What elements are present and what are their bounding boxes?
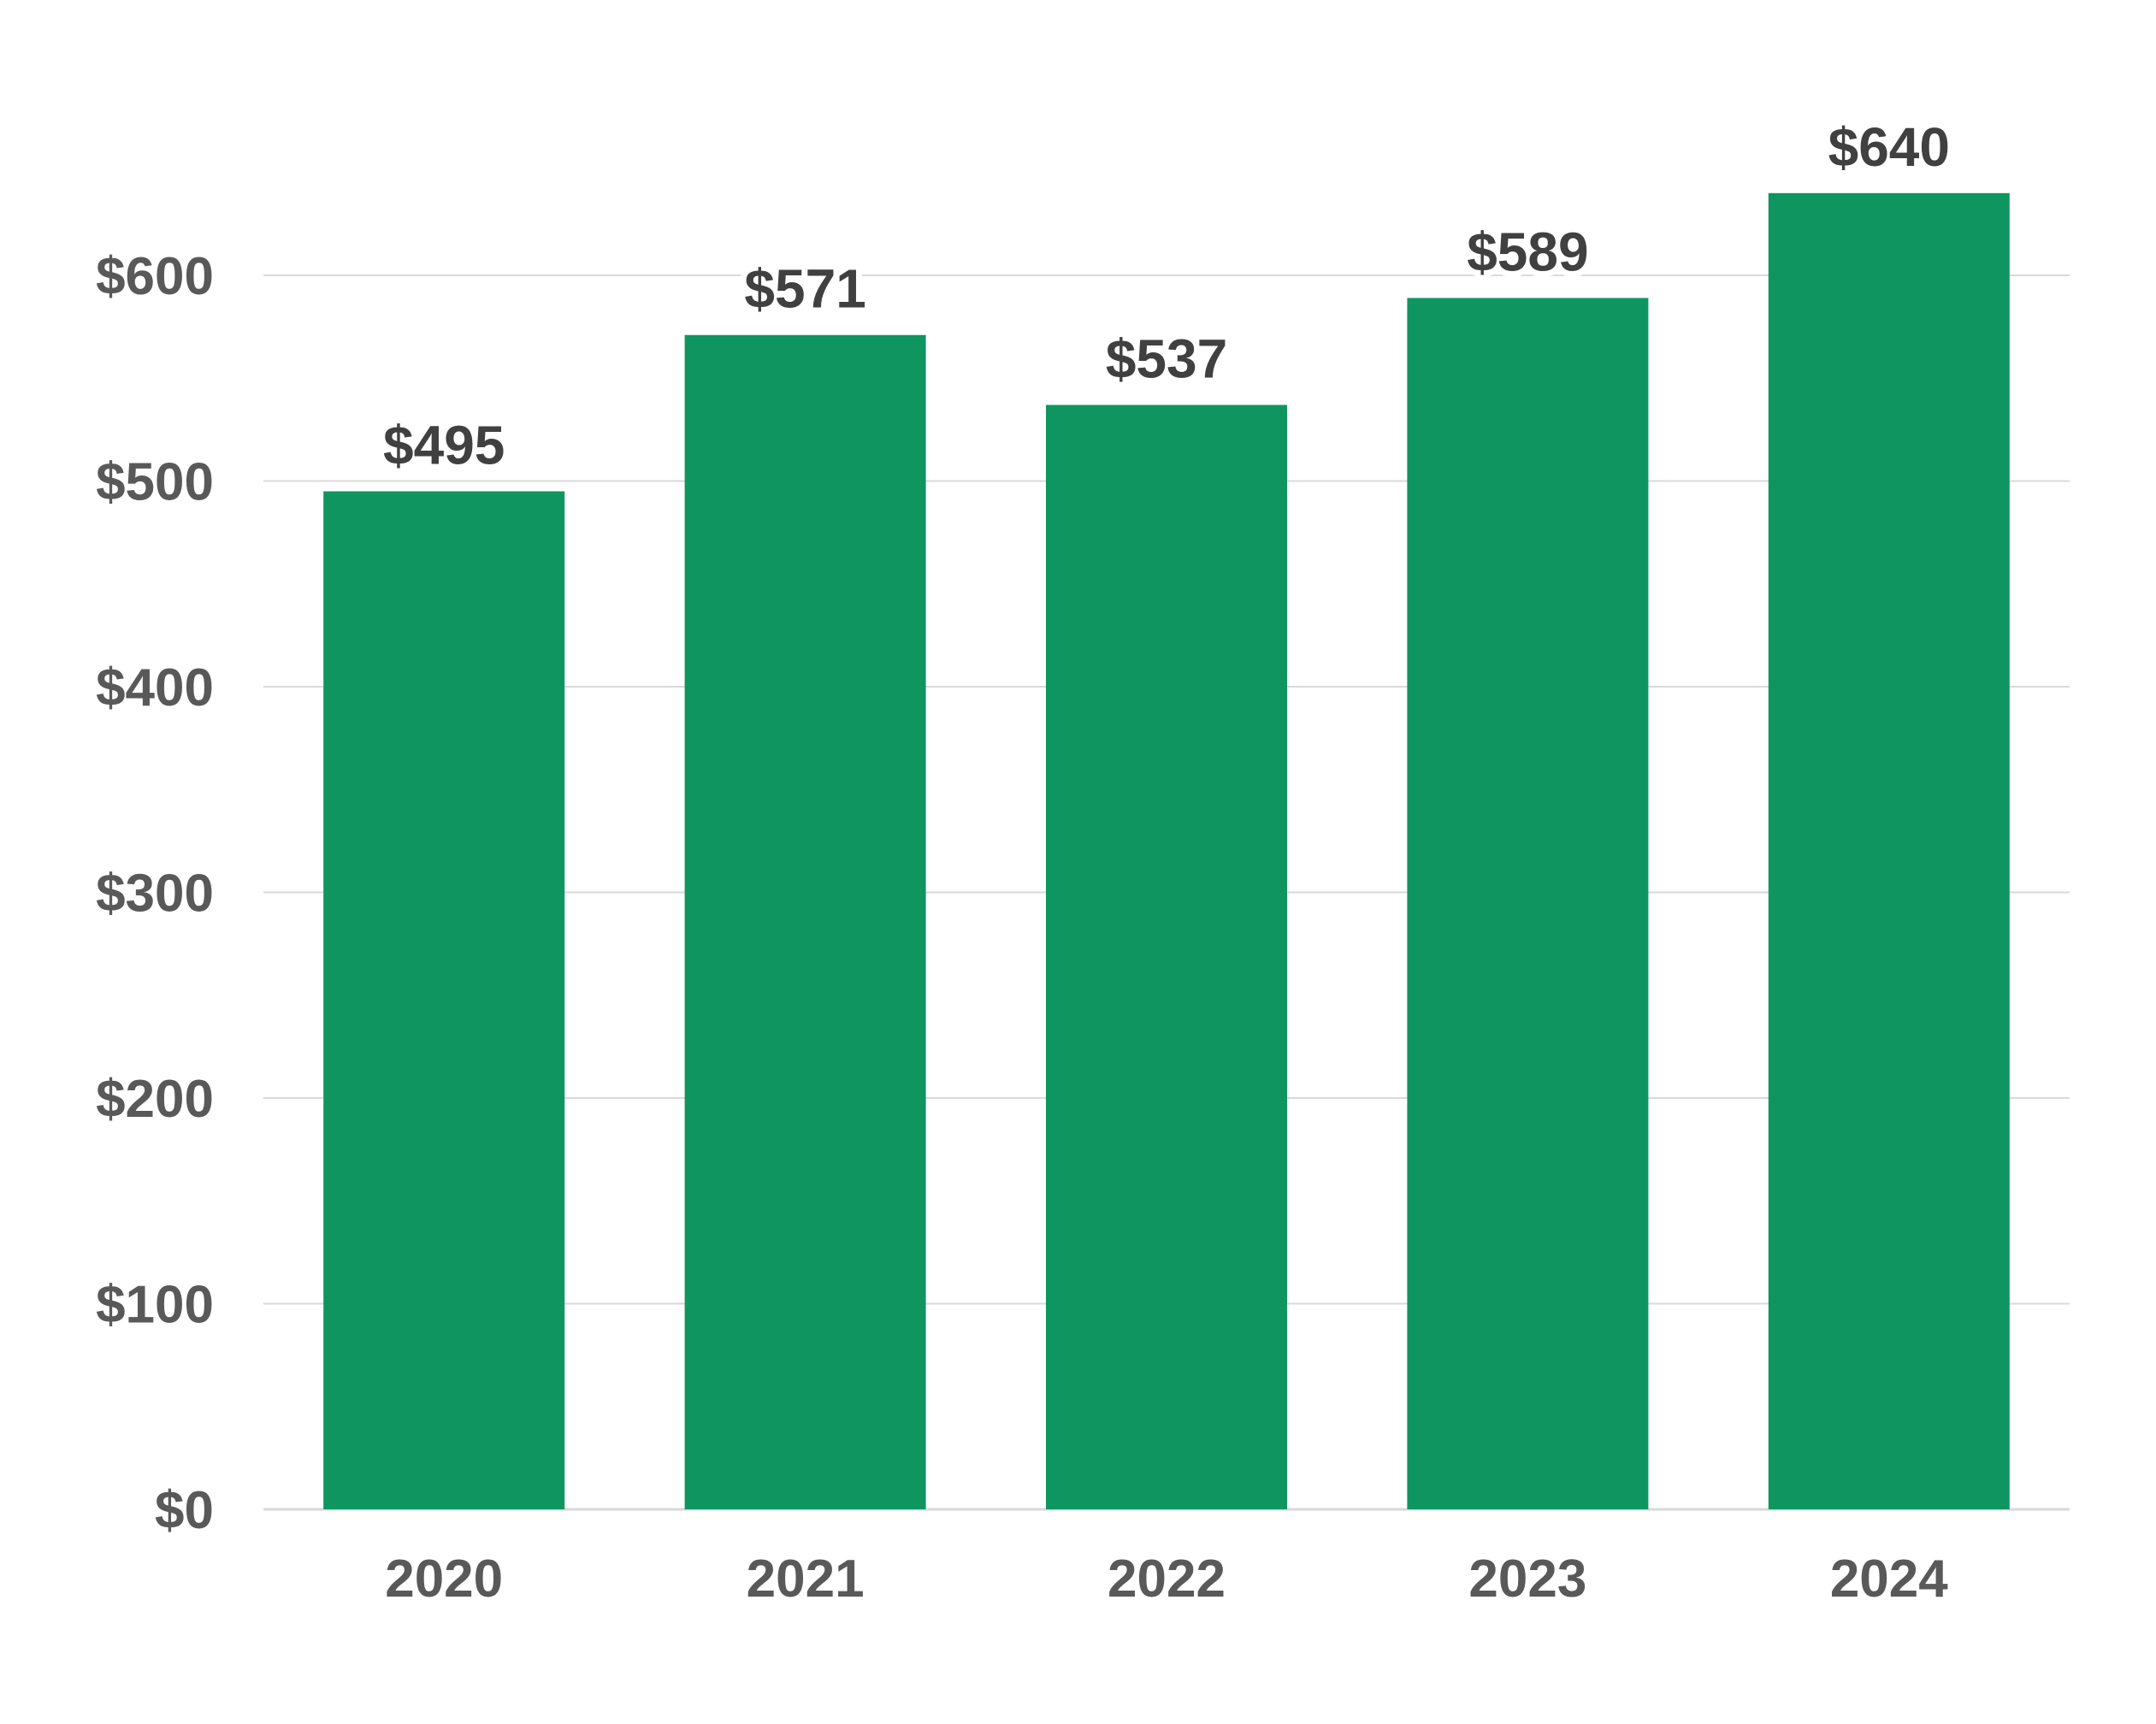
- bar-2022: [1046, 404, 1287, 1509]
- data-labels: $495 $571 $537 $589 $640: [377, 110, 1956, 482]
- y-tick-label: $100: [96, 1276, 214, 1335]
- x-tick-label: 2020: [385, 1550, 503, 1609]
- x-tick-label: 2023: [1468, 1550, 1586, 1609]
- x-tick-label: 2022: [1108, 1550, 1226, 1609]
- y-tick-label: $600: [96, 247, 214, 306]
- y-tick-label: $500: [96, 453, 214, 512]
- y-tick-label: $300: [96, 865, 214, 924]
- x-tick-label: 2024: [1830, 1550, 1948, 1609]
- bar-value-label: $640: [1828, 116, 1950, 178]
- y-axis-tick-labels: $0 $100 $200 $300 $400 $500 $600: [96, 247, 214, 1540]
- bar-2021: [684, 334, 926, 1509]
- bar-value-label: $589: [1467, 221, 1588, 282]
- bar-value-label: $571: [744, 258, 865, 320]
- y-tick-label: $200: [96, 1070, 214, 1129]
- bar-value-label: $537: [1106, 328, 1227, 390]
- bar-2023: [1407, 298, 1649, 1510]
- bar-2024: [1768, 192, 2010, 1509]
- y-tick-label: $400: [96, 658, 214, 717]
- bar-2020: [323, 491, 565, 1509]
- y-tick-label: $0: [155, 1481, 214, 1540]
- x-axis-tick-labels: 2020 2021 2022 2023 2024: [385, 1550, 1948, 1609]
- bars: [323, 192, 2010, 1510]
- bar-value-label: $495: [383, 415, 505, 476]
- x-tick-label: 2021: [747, 1550, 865, 1609]
